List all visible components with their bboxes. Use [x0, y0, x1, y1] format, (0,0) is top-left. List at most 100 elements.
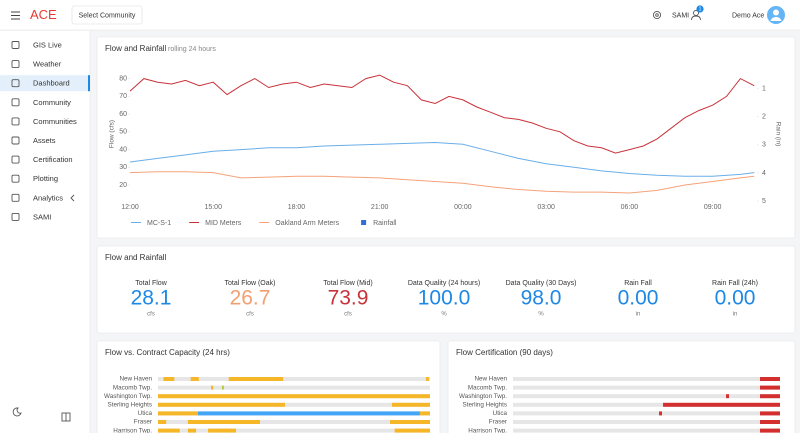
row-track — [158, 428, 430, 433]
row-segment — [158, 411, 198, 416]
row-label: Washington Twp. — [104, 393, 152, 400]
row-segment — [726, 394, 730, 399]
legend-label[interactable]: MC-S-1 — [147, 220, 171, 227]
nav-item[interactable]: Dashboard — [33, 79, 70, 88]
nav-icon — [11, 98, 20, 107]
x-tick-label: 06:00 — [621, 204, 639, 211]
stat-label: Total Flow (Oak) — [225, 280, 276, 287]
row-segment — [759, 411, 780, 416]
y-tick-label: 30 — [119, 164, 127, 171]
row-label: Sterling Heights — [108, 401, 152, 408]
logo[interactable]: ACE — [30, 7, 57, 22]
y2-tick-label: 2 — [762, 114, 766, 121]
stat-label: Data Quality (30 Days) — [506, 280, 577, 287]
row-label: Washington Twp. — [459, 393, 507, 400]
certification-title: Flow Certification (90 days) — [456, 348, 553, 357]
stat-value: 0.00 — [715, 287, 756, 310]
row-segment — [211, 385, 214, 390]
stat-label: Total Flow — [135, 280, 167, 287]
badge — [696, 5, 704, 13]
nav-item[interactable]: GIS Live — [33, 40, 62, 49]
legend-label[interactable]: MID Meters — [205, 220, 242, 227]
row-label: Utica — [138, 410, 153, 417]
nav-icon — [11, 41, 20, 49]
settings-button[interactable] — [652, 10, 662, 20]
x-tick-label: 18:00 — [288, 204, 306, 211]
community-button[interactable] — [71, 5, 143, 25]
stat-unit: in — [636, 312, 641, 318]
nav-item[interactable]: Analytics — [33, 193, 63, 202]
row-segment — [425, 377, 429, 381]
row-track — [158, 377, 430, 381]
stat-unit: cfs — [344, 312, 352, 318]
nav-item[interactable]: Plotting — [33, 174, 58, 183]
stats-title: Flow and Rainfall — [105, 253, 167, 262]
x-tick-label: 12:00 — [121, 204, 139, 211]
community-button-label[interactable]: Select Community — [79, 12, 136, 19]
y2-tick-label: 3 — [762, 142, 766, 149]
stat-value: 73.9 — [328, 287, 369, 310]
row-track — [513, 402, 780, 407]
stat-value: 0.00 — [618, 287, 659, 310]
nav-icon — [11, 212, 20, 221]
nav-item[interactable]: Assets — [33, 136, 56, 145]
nav-icon — [11, 155, 20, 164]
stat-label: Total Flow (Mid) — [323, 280, 372, 287]
stat-value: 100.0 — [418, 287, 471, 310]
row-segment — [187, 420, 260, 424]
row-label: Harrison Twp. — [468, 427, 507, 433]
collapse-button[interactable] — [61, 412, 71, 422]
nav-icon — [11, 136, 20, 145]
y-tick-label: 20 — [119, 182, 127, 189]
nav-item[interactable]: Communities — [33, 117, 77, 126]
nav-icon — [11, 117, 20, 126]
theme-toggle[interactable] — [12, 407, 22, 417]
user-name[interactable]: Demo Ace — [732, 12, 764, 19]
row-segment — [391, 402, 430, 407]
stat-value: 98.0 — [521, 287, 562, 310]
row-segment — [163, 377, 175, 381]
row-segment — [759, 420, 780, 424]
row-segment — [158, 428, 180, 433]
row-segment — [158, 394, 430, 399]
row-segment — [659, 411, 662, 416]
row-segment — [187, 428, 197, 433]
user-icon[interactable] — [691, 10, 701, 21]
legend-label[interactable]: Rainfall — [373, 220, 397, 227]
menu-button[interactable] — [11, 11, 20, 20]
series-line — [129, 141, 755, 177]
nav-icon — [11, 174, 20, 183]
stat-unit: in — [733, 312, 738, 318]
nav-item[interactable]: Certification — [33, 155, 73, 164]
nav-item[interactable]: SAMI — [33, 212, 51, 221]
x-tick-label: 00:00 — [454, 204, 472, 211]
x-tick-label: 03:00 — [537, 204, 555, 211]
y-axis-label: Flow (cfs) — [109, 120, 116, 148]
badge-count: 1 — [699, 7, 702, 13]
row-segment — [759, 385, 780, 390]
row-track — [513, 377, 780, 381]
nav-active-bar — [88, 75, 90, 92]
row-label: Macomb Twp. — [468, 384, 507, 391]
row-segment — [158, 420, 167, 424]
row-segment — [221, 385, 224, 390]
row-segment — [759, 394, 780, 399]
x-tick-label: 21:00 — [371, 204, 389, 211]
row-track — [513, 411, 780, 416]
row-label: Sterling Heights — [463, 401, 507, 408]
user-menu[interactable]: SAMI — [672, 12, 689, 19]
nav-item[interactable]: Weather — [33, 60, 62, 69]
legend-label[interactable]: Oakland Arm Meters — [275, 220, 339, 227]
row-segment — [663, 402, 780, 407]
nav-icon — [11, 60, 20, 69]
row-label: New Haven — [474, 376, 507, 383]
row-segment — [759, 377, 780, 381]
nav-item[interactable]: Community — [33, 98, 71, 107]
nav-chevron[interactable] — [70, 194, 75, 202]
legend-swatch[interactable] — [361, 220, 367, 225]
row-track — [158, 420, 430, 424]
row-label: Harrison Twp. — [113, 427, 152, 433]
stat-label: Rain Fall (24h) — [712, 280, 758, 287]
row-segment — [390, 420, 430, 424]
